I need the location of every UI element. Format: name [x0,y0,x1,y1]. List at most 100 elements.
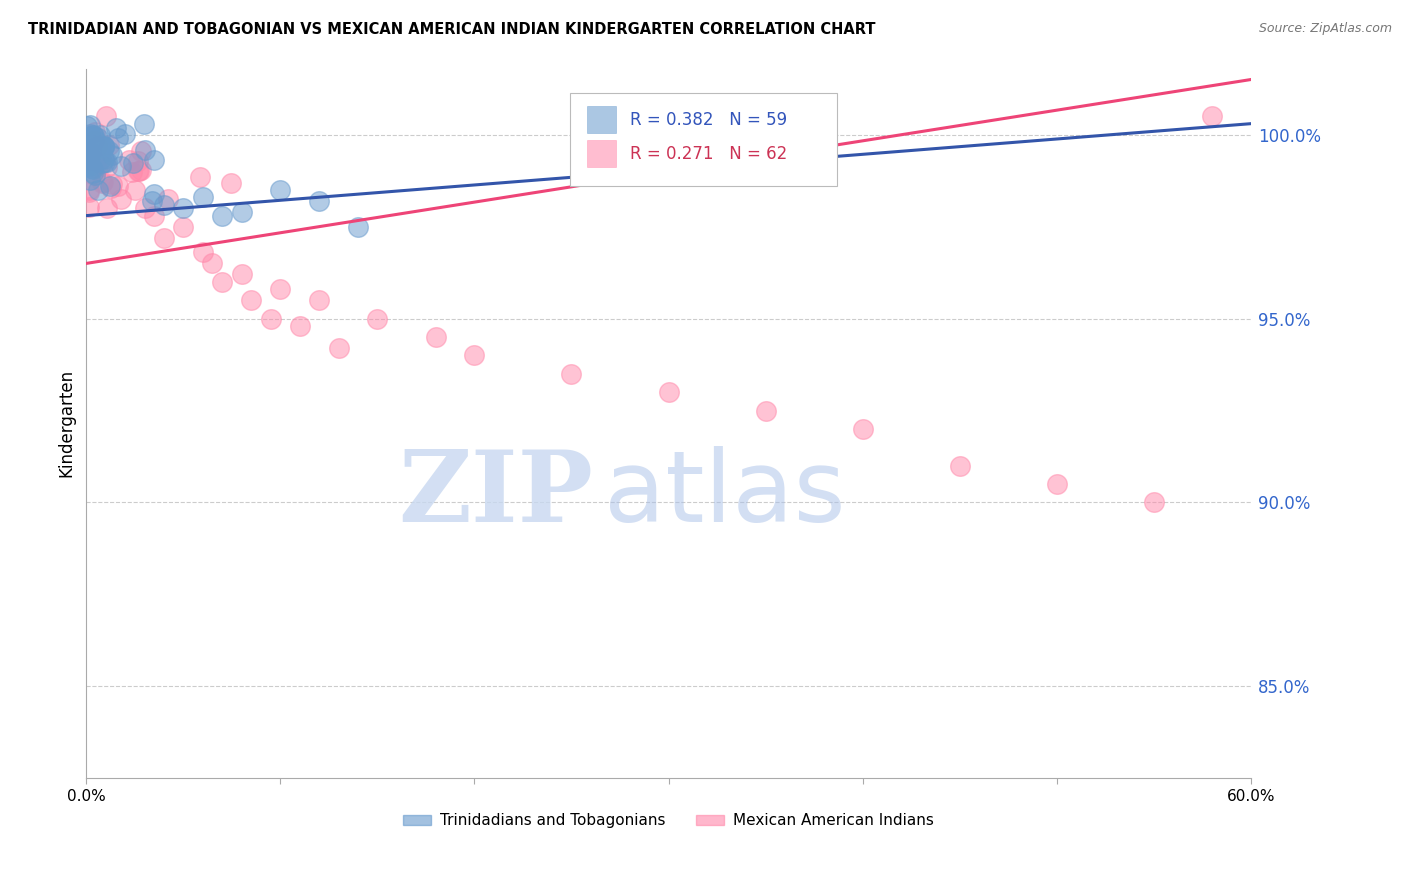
Point [231,268,253,282]
Text: atlas: atlas [605,446,846,543]
Point [269,282,291,296]
Point [157,192,180,206]
Point [107,179,129,194]
Point [852,422,875,436]
Point [77,150,100,164]
Point [90,157,112,171]
Point [76,140,98,154]
Point [100,181,122,195]
Point [105,121,128,136]
Point [201,256,224,270]
Point [79,147,101,161]
Point [128,163,150,178]
Point [134,201,156,215]
Point [82,128,104,143]
Point [96,202,118,216]
Text: R = 0.382   N = 59: R = 0.382 N = 59 [630,111,787,128]
Point [79,128,101,143]
Point [90,176,112,190]
Point [83,129,105,144]
Point [754,403,776,417]
Point [308,194,330,208]
Point [91,175,114,189]
Point [79,159,101,173]
Point [76,153,98,167]
Point [143,186,166,201]
Point [129,162,152,177]
Point [93,139,115,153]
Point [86,183,108,197]
Point [188,169,211,184]
Point [93,155,115,169]
Point [79,118,101,132]
Point [83,153,105,167]
Point [77,149,100,163]
Point [191,245,214,260]
Point [82,161,104,175]
Point [80,135,103,149]
Point [124,183,146,197]
Point [657,385,679,400]
Point [1046,477,1069,491]
Point [89,139,111,153]
FancyBboxPatch shape [588,140,616,167]
Point [83,125,105,139]
Point [77,200,100,214]
Point [96,110,118,124]
Point [366,311,388,326]
Point [269,183,291,197]
Point [79,185,101,199]
Point [76,119,98,133]
Point [191,190,214,204]
Text: TRINIDADIAN AND TOBAGONIAN VS MEXICAN AMERICAN INDIAN KINDERGARTEN CORRELATION C: TRINIDADIAN AND TOBAGONIAN VS MEXICAN AM… [28,22,876,37]
Point [114,127,136,141]
Point [1143,495,1166,509]
Point [76,154,98,169]
Point [86,140,108,154]
Point [82,166,104,180]
Point [211,209,233,223]
Text: R = 0.271   N = 62: R = 0.271 N = 62 [630,145,787,162]
Point [127,154,149,169]
Point [153,197,176,211]
Point [463,348,485,362]
Point [90,152,112,166]
Point [79,183,101,197]
Point [240,293,263,308]
Text: ZIP: ZIP [398,446,593,543]
Point [132,117,155,131]
Y-axis label: Kindergarten: Kindergarten [58,369,75,477]
Point [79,127,101,141]
Point [101,178,124,192]
Text: Source: ZipAtlas.com: Source: ZipAtlas.com [1258,22,1392,36]
Legend: Trinidadians and Tobagonians, Mexican American Indians: Trinidadians and Tobagonians, Mexican Am… [398,807,939,834]
Point [84,132,107,146]
Point [134,143,156,157]
Point [86,139,108,153]
Point [80,145,103,159]
Point [87,131,110,145]
Point [141,194,163,209]
Point [76,146,98,161]
Point [76,158,98,172]
Point [118,153,141,168]
Point [288,318,311,333]
Point [82,145,104,159]
Point [211,275,233,289]
Point [96,160,118,174]
Point [425,330,447,344]
Point [93,140,115,154]
Point [347,219,370,234]
Point [129,144,152,158]
Point [308,293,330,308]
Point [107,131,129,145]
Point [328,341,350,355]
Point [121,165,143,179]
Point [96,155,118,169]
Point [82,161,104,176]
Point [1201,109,1223,123]
Point [77,152,100,166]
Point [76,149,98,163]
Point [89,128,111,142]
Point [172,201,194,215]
